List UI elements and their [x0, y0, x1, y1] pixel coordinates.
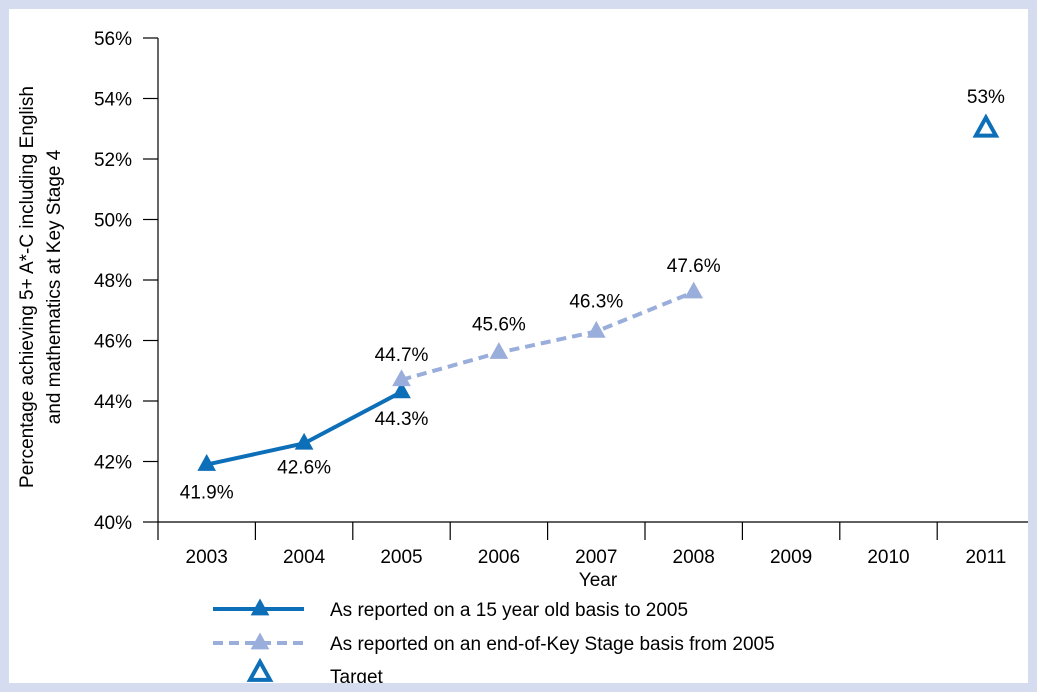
- data-label: 46.3%: [569, 291, 623, 312]
- data-point-marker: [392, 381, 411, 399]
- data-label: 53%: [967, 87, 1005, 108]
- y-tick-label: 54%: [94, 90, 132, 111]
- chart-frame: 40% 42% 44% 46% 48% 50% 52% 54% 56% 2003 2004 2005 2…: [9, 9, 1028, 683]
- legend-marker: [250, 598, 270, 616]
- data-label: 45.6%: [472, 315, 526, 336]
- data-label: 47.6%: [667, 256, 721, 277]
- legend-label: As reported on a 15 year old basis to 20…: [330, 600, 688, 621]
- x-tick-label: 2004: [283, 547, 326, 568]
- data-label: 44.7%: [375, 345, 429, 366]
- data-point-marker: [392, 369, 411, 387]
- y-tick-label: 48%: [94, 271, 132, 292]
- legend-label: As reported on an end-of-Key Stage basis…: [330, 634, 775, 655]
- x-tick-label: 2008: [673, 547, 715, 568]
- x-tick-label: 2010: [867, 547, 909, 568]
- x-tick-label: 2009: [770, 547, 812, 568]
- data-label: 44.3%: [375, 409, 429, 430]
- legend-label: Target: [330, 667, 384, 683]
- y-tick-label: 56%: [94, 29, 132, 50]
- y-tick-label: 42%: [94, 453, 132, 474]
- y-tick-label: 40%: [94, 513, 132, 534]
- data-label: 42.6%: [277, 457, 331, 478]
- y-tick-label: 50%: [94, 211, 132, 232]
- data-point-marker: [197, 454, 217, 471]
- series-line-15-year-basis: [206, 390, 403, 467]
- x-tick-label: 2011: [965, 547, 1006, 568]
- line-chart: 40% 42% 44% 46% 48% 50% 52% 54% 56% 2003 2004 2005 2…: [17, 29, 1028, 683]
- legend-marker: [250, 632, 270, 650]
- x-tick-label: 2005: [380, 547, 422, 568]
- data-point-marker: [586, 320, 606, 338]
- x-axis-title: Year: [579, 570, 618, 591]
- target-point-marker: [972, 113, 1000, 138]
- series-line-end-of-key-stage: [400, 290, 695, 382]
- data-point-marker: [684, 281, 704, 299]
- x-tick-label: 2007: [575, 547, 617, 568]
- data-point-marker: [294, 432, 314, 450]
- legend-target-marker: [246, 657, 274, 682]
- y-axis-title: Percentage achieving 5+ A*-C including E…: [17, 86, 38, 488]
- y-axis-title: and mathematics at Key Stage 4: [44, 149, 65, 424]
- y-tick-label: 52%: [94, 150, 132, 171]
- x-tick-label: 2006: [478, 547, 520, 568]
- y-tick-label: 44%: [94, 392, 132, 413]
- x-tick-label: 2003: [186, 547, 228, 568]
- data-point-marker: [489, 342, 509, 359]
- y-tick-label: 46%: [94, 332, 132, 353]
- data-label: 41.9%: [180, 483, 234, 504]
